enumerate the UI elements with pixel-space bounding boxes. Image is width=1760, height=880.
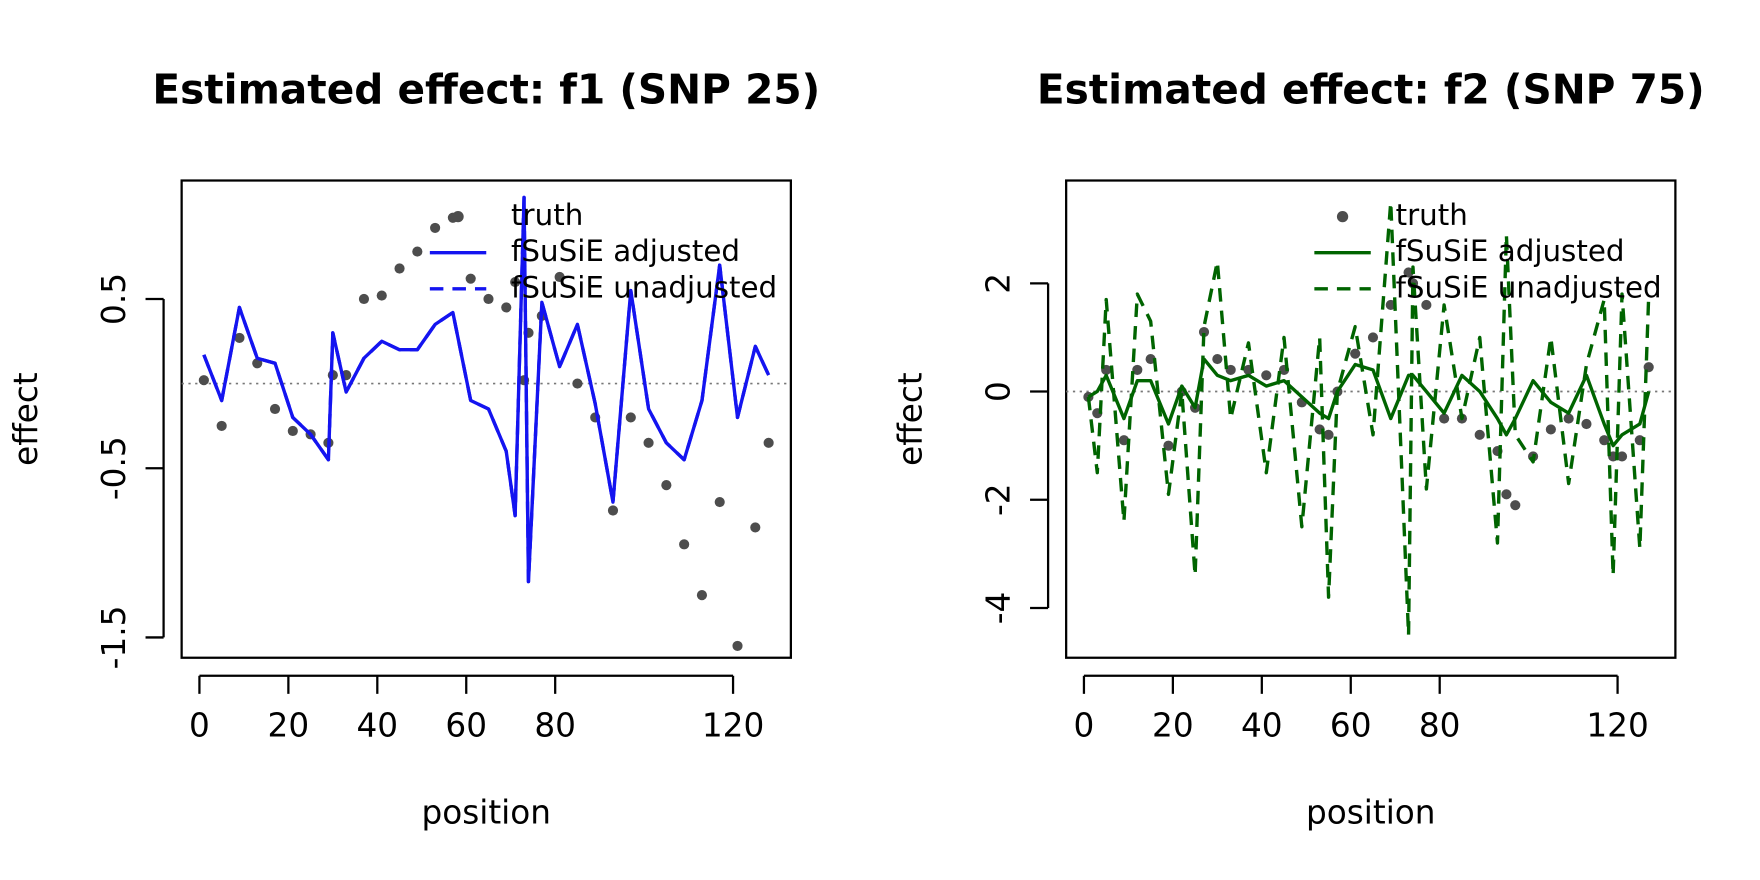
x-axis-title: position: [421, 794, 551, 832]
plot-frame: [180, 179, 792, 659]
truth-point: [1163, 440, 1174, 451]
truth-point: [430, 222, 441, 233]
truth-point: [1225, 364, 1236, 375]
truth-point: [412, 246, 423, 257]
truth-point: [763, 437, 774, 448]
truth-point: [1616, 451, 1628, 462]
legend-label: fSuSiE adjusted: [511, 234, 740, 268]
legend-label: fSuSiE unadjusted: [1396, 270, 1662, 304]
truth-point: [1367, 332, 1379, 343]
truth-point: [572, 378, 583, 389]
truth-point: [1510, 500, 1521, 511]
truth-point: [1501, 489, 1512, 500]
truth-point: [501, 302, 512, 313]
truth-point: [1198, 326, 1210, 338]
x-tick-label: 20: [268, 707, 310, 745]
truth-point: [234, 332, 245, 343]
truth-point: [1261, 370, 1272, 381]
truth-point: [661, 480, 672, 491]
truth-point: [252, 358, 263, 369]
y-tick-label: -4: [980, 592, 1018, 625]
truth-point: [216, 420, 227, 431]
truth-point: [483, 293, 494, 305]
truth-point: [1474, 429, 1485, 440]
truth-point: [643, 437, 654, 448]
chart-title: Estimated effect: f2 (SNP 75): [1037, 66, 1705, 114]
truth-point: [1439, 413, 1450, 424]
y-tick-label: -0.5: [95, 436, 133, 500]
x-tick-label: 120: [702, 707, 764, 745]
y-tick-label: -2: [980, 483, 1018, 516]
series-line: [1086, 200, 1651, 637]
y-tick-label: -1.5: [95, 606, 133, 670]
panel: Estimated effect: f2 (SNP 75) position eff…: [892, 66, 1705, 832]
y-tick-label: 0: [980, 381, 1018, 402]
x-tick-label: 0: [1074, 707, 1095, 745]
series-line: [1087, 357, 1651, 448]
truth-point: [1350, 348, 1361, 359]
plot-frame: [1065, 179, 1677, 659]
truth-point: [1118, 435, 1130, 446]
x-tick-label: 80: [1419, 707, 1461, 745]
truth-point: [1403, 267, 1414, 278]
panel: Estimated effect: f1 (SNP 25) position eff…: [7, 66, 820, 832]
x-axis-title: position: [1306, 794, 1436, 832]
legend-label: fSuSiE unadjusted: [511, 270, 777, 304]
truth-point: [287, 425, 298, 437]
truth-point: [607, 505, 619, 516]
truth-point: [269, 403, 281, 415]
truth-point: [510, 276, 521, 288]
chart-title: Estimated effect: f1 (SNP 25): [152, 66, 820, 114]
truth-point: [714, 496, 725, 508]
legend-label: truth: [511, 198, 583, 232]
y-axis-title: effect: [892, 372, 930, 466]
truth-point: [750, 522, 761, 533]
truth-point: [679, 539, 690, 550]
legend-marker: [452, 210, 464, 223]
x-tick-label: 60: [1330, 707, 1372, 745]
truth-point: [465, 273, 476, 284]
x-tick-label: 120: [1586, 707, 1648, 745]
x-tick-label: 20: [1152, 707, 1194, 745]
truth-point: [1563, 413, 1574, 424]
truth-point: [1581, 418, 1592, 430]
truth-point: [394, 263, 405, 274]
truth-point: [1323, 429, 1334, 440]
x-tick-label: 40: [1241, 707, 1283, 745]
truth-point: [1421, 299, 1432, 311]
x-tick-label: 0: [189, 707, 210, 745]
y-tick-label: 0.5: [95, 273, 133, 325]
legend-label: truth: [1396, 198, 1468, 232]
truth-point: [1545, 424, 1556, 435]
truth-point: [1212, 353, 1223, 365]
truth-point: [696, 590, 708, 601]
legend-label: fSuSiE adjusted: [1396, 234, 1625, 268]
x-tick-label: 40: [356, 707, 398, 745]
truth-point: [1599, 435, 1610, 446]
legend-marker: [1336, 210, 1349, 223]
truth-point: [1132, 364, 1143, 375]
y-tick-label: 2: [980, 273, 1018, 294]
truth-point: [376, 290, 387, 301]
truth-point: [358, 293, 370, 305]
series-line: [202, 195, 771, 584]
truth-point: [625, 412, 636, 423]
truth-point: [198, 375, 209, 386]
x-tick-label: 60: [445, 707, 487, 745]
truth-point: [732, 640, 743, 651]
y-axis-title: effect: [7, 372, 45, 466]
truth-point: [554, 271, 565, 283]
x-tick-label: 80: [534, 707, 576, 745]
